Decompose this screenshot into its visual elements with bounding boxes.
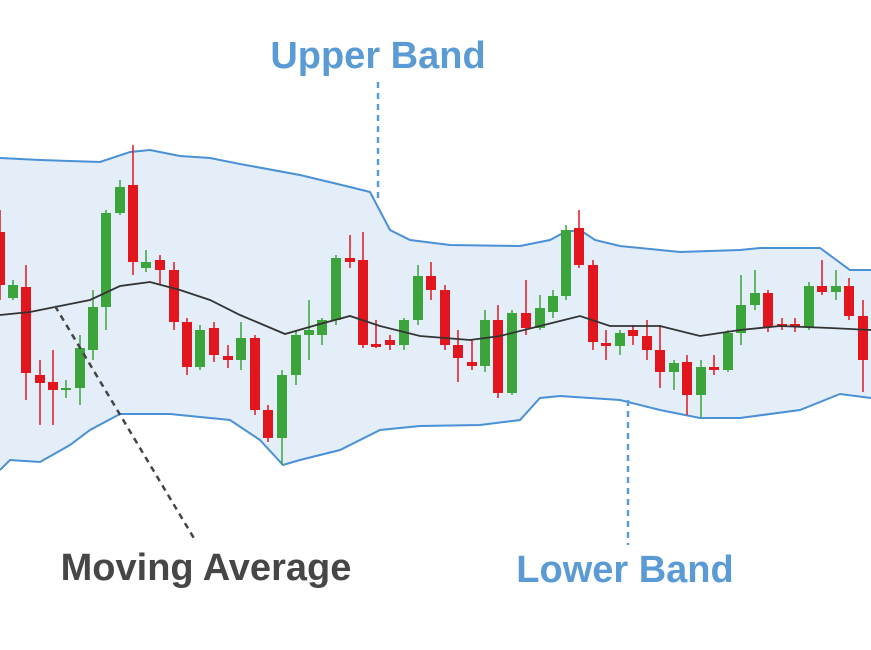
candle-body — [35, 375, 45, 383]
band-layer — [0, 148, 871, 471]
candle-body — [453, 345, 463, 358]
candle-body — [858, 316, 868, 360]
band-fill — [0, 150, 871, 470]
candle-body — [195, 330, 205, 367]
candle-body — [141, 262, 151, 268]
candle-body — [115, 187, 125, 213]
candle-body — [601, 343, 611, 346]
moving-average-label: Moving Average — [61, 547, 352, 589]
candle-body — [790, 324, 800, 327]
upper-band-label: Upper Band — [270, 35, 485, 77]
lower-band-line — [0, 392, 871, 471]
candle-body — [277, 375, 287, 438]
candle-body — [615, 333, 625, 346]
candle-body — [291, 335, 301, 375]
moving-average-layer — [0, 281, 871, 341]
candle-body — [709, 367, 719, 370]
candle-body — [831, 286, 841, 292]
candle-body — [817, 286, 827, 292]
candle-body — [21, 287, 31, 373]
candle-body — [182, 322, 192, 367]
candle-body — [844, 286, 854, 316]
candle-body — [507, 313, 517, 393]
candle-body — [696, 367, 706, 395]
candle-body — [561, 230, 571, 296]
candle-body — [535, 308, 545, 328]
moving-average-pointer — [53, 305, 197, 541]
candle-body — [521, 313, 531, 328]
candle-body — [209, 328, 219, 355]
candle-body — [480, 320, 490, 366]
candle-body — [0, 232, 5, 285]
candle-body — [763, 293, 773, 327]
candle-body — [669, 363, 679, 372]
candle-body — [588, 265, 598, 342]
candle-body — [642, 336, 652, 350]
candle-body — [345, 258, 355, 262]
candle-body — [548, 296, 558, 312]
candle-body — [682, 362, 692, 395]
candle-body — [155, 260, 165, 270]
upper-band-line — [0, 148, 871, 271]
candle-body — [804, 286, 814, 327]
candle-body — [750, 293, 760, 305]
candle-body — [467, 362, 477, 366]
candle-body — [736, 305, 746, 333]
candle-body — [493, 320, 503, 393]
candle-body — [88, 307, 98, 350]
candle-body — [655, 350, 665, 372]
moving-average-line — [0, 281, 871, 341]
lower-band-label: Lower Band — [516, 549, 733, 591]
candle-body — [358, 260, 368, 345]
candle-body — [304, 330, 314, 335]
candle-body — [223, 356, 233, 360]
candle-body — [385, 340, 395, 345]
candle-body — [61, 388, 71, 390]
candle-body — [440, 290, 450, 345]
candle-body — [8, 285, 18, 298]
candle-body — [101, 213, 111, 307]
candle-body — [263, 410, 273, 438]
candle-body — [628, 330, 638, 336]
candle-body — [574, 228, 584, 265]
candle-body — [48, 382, 58, 390]
candle-body — [236, 338, 246, 360]
candles — [0, 145, 868, 465]
candle-body — [250, 338, 260, 410]
candle-body — [723, 333, 733, 370]
candle-body — [371, 344, 381, 347]
candle-body — [426, 276, 436, 290]
candle-body — [317, 320, 327, 335]
candle-body — [169, 270, 179, 322]
candle-body — [75, 348, 85, 388]
candle-body — [413, 276, 423, 320]
candle-body — [331, 258, 341, 320]
candle-body — [128, 185, 138, 262]
